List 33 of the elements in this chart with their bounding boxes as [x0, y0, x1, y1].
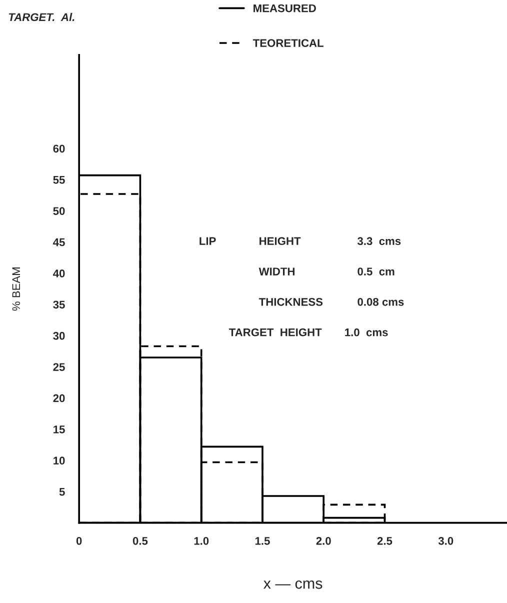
- y-tick-label: 50: [53, 207, 65, 215]
- y-tick-label: 45: [53, 238, 65, 246]
- y-tick-label: 5: [59, 488, 65, 496]
- x-tick-label: 2.5: [377, 536, 392, 545]
- legend-label: TEORETICAL: [252, 39, 324, 48]
- annotation: LIP: [200, 237, 216, 245]
- annotation: 0.5 cm: [358, 268, 394, 276]
- x-tick-label: 3.0: [438, 536, 454, 545]
- x-axis-title: x — cms: [264, 580, 322, 589]
- x-tick-label: 2.0: [316, 536, 331, 545]
- y-axis-title: % BEAM: [12, 268, 20, 311]
- annotation: TARGET HEIGHT: [228, 328, 322, 336]
- legend-label: MEASURED: [254, 4, 316, 12]
- x-tick-label: 0: [76, 536, 82, 545]
- y-tick-label: 10: [54, 456, 65, 465]
- x-tick-label: 0.5: [132, 536, 148, 545]
- y-tick-label: 40: [53, 270, 65, 278]
- y-tick-label: 25: [53, 363, 65, 371]
- y-tick-label: 60: [53, 144, 65, 153]
- y-tick-label: 30: [53, 332, 65, 340]
- annotation: 1.0 cms: [345, 328, 388, 336]
- y-tick-label: 35: [53, 300, 65, 309]
- chart-title: TARGET. Al.: [8, 12, 74, 22]
- annotation: THICKNESS: [258, 298, 323, 306]
- y-tick-label: 15: [54, 426, 65, 434]
- annotation: 0.08 cms: [358, 298, 404, 306]
- x-tick-label: 1.0: [194, 536, 209, 545]
- x-tick-label: 1.5: [255, 537, 270, 545]
- y-tick-label: 55: [53, 176, 65, 184]
- annotation: WIDTH: [258, 268, 294, 276]
- y-tick-label: 20: [53, 394, 65, 402]
- annotation: 3.3 cms: [357, 237, 401, 246]
- annotation: HEIGHT: [260, 237, 301, 246]
